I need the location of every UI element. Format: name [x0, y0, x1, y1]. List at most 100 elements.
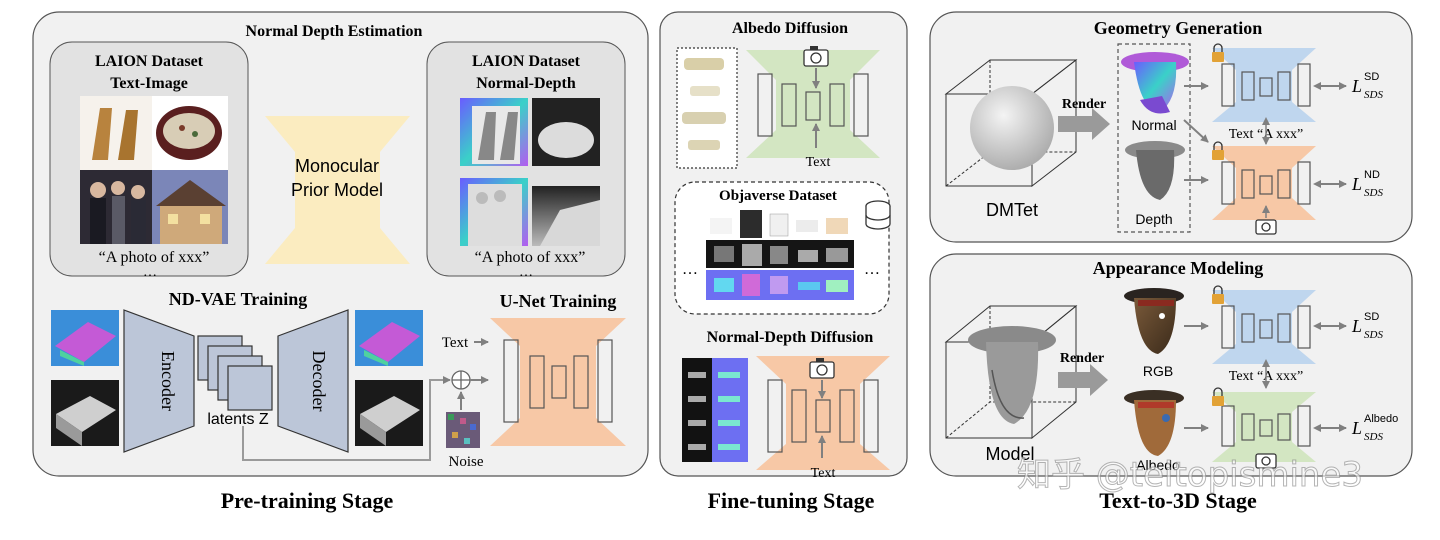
loss-L-2: L — [1351, 174, 1362, 194]
render-label-1: Render — [1062, 97, 1106, 112]
render-arrow-2 — [1058, 364, 1108, 396]
albedo-diffusion-title: Albedo Diffusion — [732, 20, 848, 37]
decoder-block: Decoder — [277, 309, 349, 453]
loss-sup-sd-1: SD — [1364, 71, 1379, 83]
camera-icon-2 — [809, 358, 835, 379]
finetuning-stage-label: Fine-tuning Stage — [708, 488, 875, 513]
camera-icon-4 — [1255, 453, 1277, 469]
car-samples-box — [676, 47, 738, 169]
objaverse-box: Objaverse Dataset — [674, 181, 891, 315]
objaverse-title: Objaverse Dataset — [719, 188, 837, 204]
ndvae-output-depth — [355, 380, 423, 446]
decoder-label: Decoder — [309, 351, 329, 412]
encoder-label: Encoder — [158, 351, 178, 411]
pretraining-stage-label: Pre-training Stage — [221, 488, 394, 513]
appearance-title: Appearance Modeling — [1093, 258, 1264, 278]
noise-label: Noise — [449, 454, 484, 470]
lock-icon-3 — [1212, 285, 1224, 304]
unet-albedo — [746, 50, 880, 158]
pirate-albedo-render — [1124, 390, 1184, 456]
rgb-label: RGB — [1143, 363, 1173, 379]
unet-pretrain — [490, 318, 626, 446]
unet-albedo-appear — [1212, 392, 1316, 462]
encoder-block: Encoder — [123, 309, 195, 453]
noise-image — [446, 412, 480, 448]
laion-nd-title-1: LAION Dataset — [472, 53, 581, 70]
laion-nd-caption: “A photo of xxx” — [475, 249, 586, 266]
ndvae-title: ND-VAE Training — [169, 289, 308, 309]
watermark: 知乎 @teitopismine3 — [1017, 455, 1363, 495]
nd-diffusion-title: Normal-Depth Diffusion — [707, 329, 874, 346]
laion-ti-ellipsis: … — [143, 265, 157, 280]
loss-L-4: L — [1351, 418, 1362, 438]
lock-icon-2 — [1212, 141, 1224, 160]
normal-depth-render-box: Normal Depth — [1117, 43, 1191, 233]
prior-line-2: Prior Model — [291, 180, 383, 200]
loss-sub-sds-4: SDS — [1364, 431, 1383, 443]
lock-icon-1 — [1212, 43, 1224, 62]
loss-sup-nd: ND — [1364, 169, 1380, 181]
car-normal-depth-strip — [682, 358, 748, 462]
normal-depth-samples — [460, 98, 600, 246]
people-photo — [80, 170, 152, 244]
laion-ti-title-1: LAION Dataset — [95, 53, 204, 70]
appearance-panel: Appearance Modeling Model Render RGB — [929, 253, 1413, 477]
geometry-panel: Geometry Generation DMTet Render Normal — [929, 11, 1413, 243]
model-label: Model — [985, 444, 1034, 464]
ndvae-output-normal — [355, 310, 423, 366]
ndvae-input-depth — [51, 380, 119, 446]
pretraining-panel: Normal Depth Estimation LAION Dataset Te… — [32, 11, 649, 513]
loss-sub-sds-2: SDS — [1364, 187, 1383, 199]
laion-ti-caption: “A photo of xxx” — [99, 249, 210, 266]
unet-normal-depth — [756, 356, 890, 470]
laion-ti-title-2: Text-Image — [110, 75, 188, 92]
loss-sub-sds-3: SDS — [1364, 329, 1383, 341]
latents-stack: latents Z — [197, 335, 273, 428]
loss-sds-nd: L ND SDS — [1351, 169, 1383, 199]
ndvae-input-normal — [51, 310, 119, 366]
objaverse-dots-left: … — [682, 261, 698, 278]
unet-text-input: Text — [442, 335, 469, 351]
food-photo — [152, 96, 228, 170]
unet-sd-appear — [1212, 290, 1316, 364]
nd-text-input: Text — [811, 466, 836, 481]
normal-depth-estimation-title: Normal Depth Estimation — [246, 23, 423, 40]
laion-nd-title-2: Normal-Depth — [476, 75, 576, 92]
finetuning-panel: Albedo Diffusion Text Objaverse Datase — [659, 11, 908, 513]
pirate-rgb-render — [1124, 288, 1184, 354]
camera-icon — [803, 46, 829, 67]
laion-normal-depth-box: LAION Dataset Normal-Depth “A photo of x… — [426, 41, 626, 280]
pirate-normal-render — [1121, 52, 1189, 114]
objaverse-dots-right: … — [864, 261, 880, 278]
loss-sds-albedo: L Albedo SDS — [1351, 413, 1398, 443]
unet-title: U-Net Training — [500, 291, 617, 311]
monocular-prior-model: Monocular Prior Model — [265, 116, 410, 264]
loss-sup-sd-2: SD — [1364, 311, 1379, 323]
unet-sd-geom — [1212, 48, 1316, 122]
albedo-text-input: Text — [806, 155, 831, 170]
laion-nd-ellipsis: … — [519, 265, 533, 280]
model-cube — [944, 304, 1078, 440]
latents-label: latents Z — [207, 411, 269, 428]
shoes-photo — [80, 96, 152, 170]
albedo-label: Albedo — [1136, 457, 1180, 473]
geometry-title: Geometry Generation — [1094, 18, 1262, 38]
database-icon — [865, 200, 891, 230]
unet-nd-geom — [1212, 146, 1316, 220]
loss-sub-sds-1: SDS — [1364, 89, 1383, 101]
loss-L-3: L — [1351, 316, 1362, 336]
loss-sds-sd-2: L SD SDS — [1351, 311, 1383, 341]
dmtet-cube — [944, 58, 1078, 188]
laion-text-image-box: LAION Dataset Text-Image — [49, 41, 249, 280]
house-photo — [152, 170, 228, 244]
loss-sup-albedo: Albedo — [1364, 413, 1398, 425]
dmtet-label: DMTet — [986, 200, 1038, 220]
lock-icon-4 — [1212, 387, 1224, 406]
loss-L-1: L — [1351, 76, 1362, 96]
normal-label: Normal — [1131, 117, 1176, 133]
camera-icon-3 — [1255, 219, 1277, 235]
prior-line-1: Monocular — [295, 156, 379, 176]
render-arrow-1 — [1058, 108, 1110, 140]
pirate-depth-render — [1125, 141, 1185, 200]
